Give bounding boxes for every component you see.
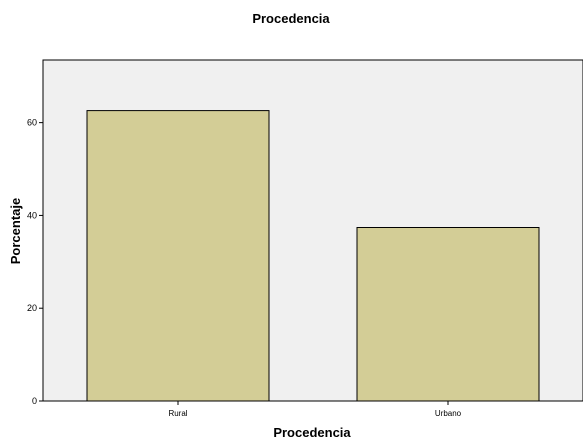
bar-urbano [356,227,540,402]
x-labels-group: Rural Urbano [168,401,462,418]
y-tick-label: 20 [27,303,37,313]
y-tick-label: 60 [27,118,37,128]
y-tick-label: 0 [32,396,37,406]
bar-rural [86,110,270,402]
x-axis-label: Procedencia [273,425,351,440]
chart-title: Procedencia [252,11,330,26]
y-ticks-group: 0 20 40 60 [27,118,43,406]
y-axis-label: Porcentaje [8,198,23,264]
x-tick-label: Rural [168,409,187,418]
x-tick-label: Urbano [435,409,462,418]
y-tick-label: 40 [27,210,37,220]
